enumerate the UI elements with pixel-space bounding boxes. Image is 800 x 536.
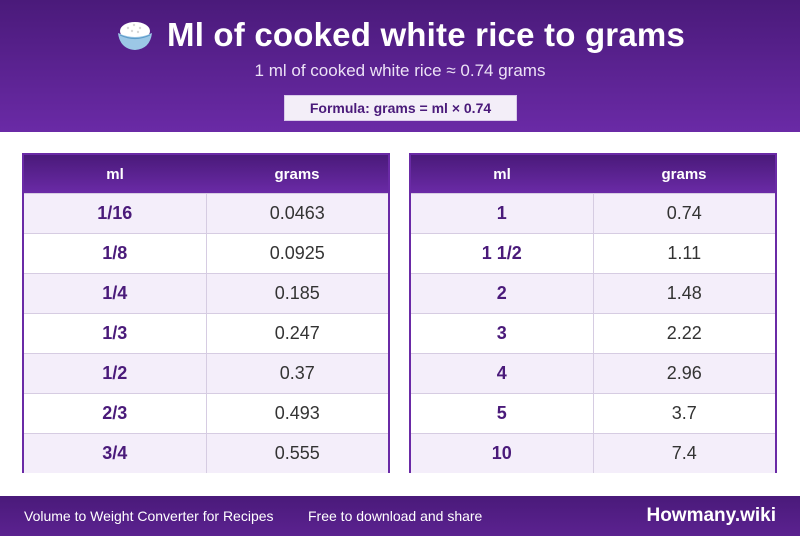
grams-cell: 1.48 — [666, 283, 702, 303]
ml-cell: 1/8 — [24, 234, 207, 273]
conversion-table-right: ml grams 1 0.74 1 1/2 1.11 2 1.48 3 2.22 4 2.… — [409, 153, 777, 473]
ml-cell: 3/4 — [24, 434, 207, 473]
grams-cell: 0.493 — [274, 403, 320, 423]
grams-cell: 0.0463 — [269, 203, 325, 223]
table-row: 1/3 0.247 — [24, 313, 388, 353]
grams-cell: 0.247 — [274, 323, 320, 343]
ml-cell: 10 — [411, 434, 594, 473]
column-header-ml: ml — [493, 165, 511, 183]
ml-cell: 1 — [411, 194, 594, 233]
grams-cell: 0.185 — [274, 283, 320, 303]
grams-cell: 1.11 — [667, 243, 702, 263]
footer-tagline: Volume to Weight Converter for Recipes — [24, 508, 274, 524]
grams-cell: 7.4 — [671, 443, 697, 463]
ml-cell: 2/3 — [24, 394, 207, 433]
grams-cell: 2.22 — [666, 323, 702, 343]
table-row: 3/4 0.555 — [24, 433, 388, 473]
table-row: 10 7.4 — [411, 433, 775, 473]
table-row: 5 3.7 — [411, 393, 775, 433]
ml-cell: 5 — [411, 394, 594, 433]
column-header-ml: ml — [106, 165, 124, 183]
table-row: 1 1/2 1.11 — [411, 233, 775, 273]
grams-cell: 0.37 — [279, 363, 315, 383]
table-row: 1/4 0.185 — [24, 273, 388, 313]
table-body: 1/16 0.0463 1/8 0.0925 1/4 0.185 1/3 0.247 1… — [24, 193, 388, 473]
ml-cell: 1 1/2 — [411, 234, 594, 273]
table-row: 1/8 0.0925 — [24, 233, 388, 273]
grams-cell: 0.555 — [274, 443, 320, 463]
ml-cell: 2 — [411, 274, 594, 313]
column-header-grams: grams — [274, 165, 320, 183]
table-row: 2 1.48 — [411, 273, 775, 313]
grams-cell: 3.7 — [671, 403, 697, 423]
table-row: 2/3 0.493 — [24, 393, 388, 433]
formula-badge: Formula: grams = ml × 0.74 — [284, 95, 517, 121]
table-header: ml grams — [24, 155, 388, 193]
page-title: Ml of cooked white rice to grams — [167, 16, 685, 53]
ml-cell: 4 — [411, 354, 594, 393]
table-row: 3 2.22 — [411, 313, 775, 353]
page-subtitle: 1 ml of cooked white rice ≈ 0.74 grams — [254, 61, 546, 80]
table-row: 1 0.74 — [411, 193, 775, 233]
brand-logo-text[interactable]: Howmany.wiki — [646, 505, 776, 526]
header-banner: Ml of cooked white rice to grams 1 ml of… — [0, 0, 800, 132]
footer-bar: Volume to Weight Converter for Recipes F… — [0, 496, 800, 536]
grams-cell: 2.96 — [666, 363, 702, 383]
table-header: ml grams — [411, 155, 775, 193]
grams-cell: 0.0925 — [269, 243, 325, 263]
column-header-grams: grams — [661, 165, 707, 183]
conversion-table-left: ml grams 1/16 0.0463 1/8 0.0925 1/4 0.185 1… — [22, 153, 390, 473]
table-row: 1/2 0.37 — [24, 353, 388, 393]
footer-share-note: Free to download and share — [308, 508, 483, 524]
table-row: 4 2.96 — [411, 353, 775, 393]
grams-cell: 0.74 — [666, 203, 702, 223]
ml-cell: 3 — [411, 314, 594, 353]
ml-cell: 1/16 — [24, 194, 207, 233]
ml-cell: 1/4 — [24, 274, 207, 313]
table-body: 1 0.74 1 1/2 1.11 2 1.48 3 2.22 4 2.96 5 3.7 1… — [411, 193, 775, 473]
ml-cell: 1/3 — [24, 314, 207, 353]
rice-bowl-icon — [115, 17, 155, 53]
title-row: Ml of cooked white rice to grams — [0, 14, 800, 56]
table-row: 1/16 0.0463 — [24, 193, 388, 233]
ml-cell: 1/2 — [24, 354, 207, 393]
